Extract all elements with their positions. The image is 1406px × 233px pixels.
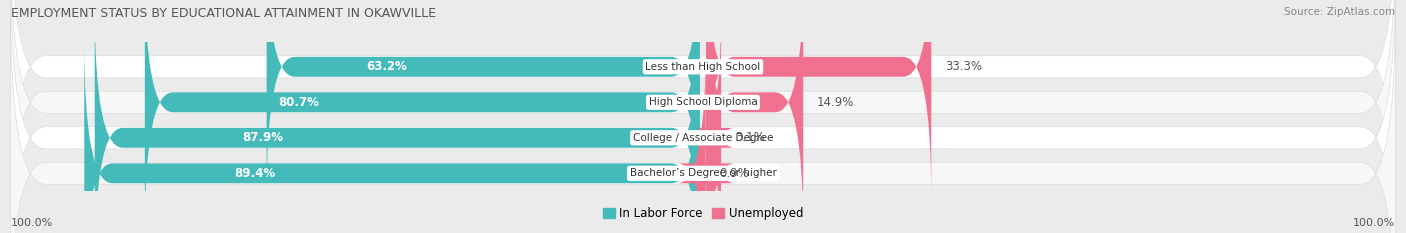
Text: 100.0%: 100.0% (1353, 218, 1395, 228)
FancyBboxPatch shape (678, 41, 734, 233)
Text: College / Associate Degree: College / Associate Degree (633, 133, 773, 143)
Text: Bachelor’s Degree or higher: Bachelor’s Degree or higher (630, 168, 776, 178)
Text: Source: ZipAtlas.com: Source: ZipAtlas.com (1284, 7, 1395, 17)
Text: Less than High School: Less than High School (645, 62, 761, 72)
Text: EMPLOYMENT STATUS BY EDUCATIONAL ATTAINMENT IN OKAWVILLE: EMPLOYMENT STATUS BY EDUCATIONAL ATTAINM… (11, 7, 436, 20)
FancyBboxPatch shape (84, 41, 700, 233)
FancyBboxPatch shape (10, 0, 1396, 233)
Legend: In Labor Force, Unemployed: In Labor Force, Unemployed (598, 202, 808, 225)
FancyBboxPatch shape (706, 0, 931, 199)
FancyBboxPatch shape (10, 0, 1396, 233)
Text: 63.2%: 63.2% (366, 60, 406, 73)
Text: 33.3%: 33.3% (945, 60, 983, 73)
FancyBboxPatch shape (706, 0, 803, 233)
Text: 87.9%: 87.9% (242, 131, 283, 144)
FancyBboxPatch shape (145, 0, 700, 233)
FancyBboxPatch shape (94, 6, 700, 233)
Text: 100.0%: 100.0% (11, 218, 53, 228)
FancyBboxPatch shape (267, 0, 700, 199)
Text: High School Diploma: High School Diploma (648, 97, 758, 107)
Text: 3.1%: 3.1% (735, 131, 765, 144)
Text: 14.9%: 14.9% (817, 96, 855, 109)
Text: 80.7%: 80.7% (278, 96, 319, 109)
FancyBboxPatch shape (10, 0, 1396, 233)
Text: 0.9%: 0.9% (720, 167, 749, 180)
FancyBboxPatch shape (10, 7, 1396, 233)
Text: 89.4%: 89.4% (235, 167, 276, 180)
FancyBboxPatch shape (693, 6, 734, 233)
